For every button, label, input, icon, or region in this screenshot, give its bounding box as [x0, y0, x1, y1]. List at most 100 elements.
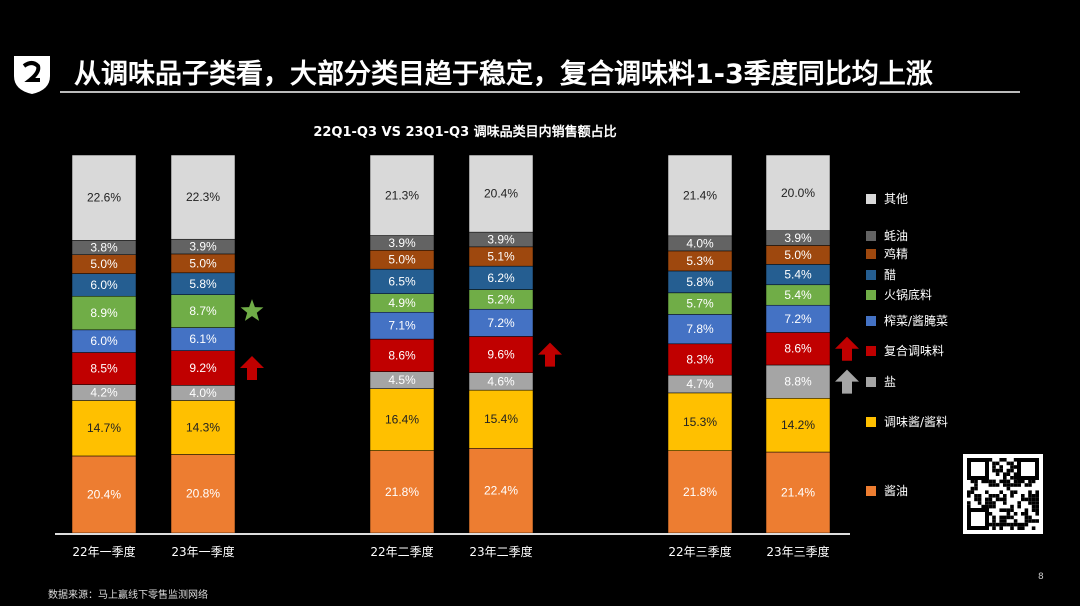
bar-segment [170, 400, 236, 455]
bar-segment [170, 350, 236, 386]
data-label: 3.9% [784, 231, 812, 245]
legend-swatch [866, 486, 876, 496]
data-label: 5.0% [388, 253, 416, 267]
data-label: 7.2% [487, 316, 515, 330]
data-label: 9.6% [487, 348, 515, 362]
bar-segment [667, 392, 733, 451]
legend-label: 火锅底料 [884, 287, 932, 302]
data-label: 6.5% [388, 274, 416, 288]
data-label: 7.2% [784, 312, 812, 326]
data-label: 4.5% [388, 373, 416, 387]
data-label: 5.3% [686, 254, 714, 268]
legend-swatch [866, 377, 876, 387]
data-label: 20.4% [87, 487, 121, 501]
bar-segment [765, 451, 831, 534]
bar-segment [71, 352, 137, 385]
data-label: 8.3% [686, 352, 714, 366]
up-arrow-icon [835, 369, 859, 394]
data-label: 20.8% [186, 487, 220, 501]
bar-segment [170, 294, 236, 328]
star-icon [240, 299, 264, 321]
data-label: 6.0% [90, 334, 118, 348]
bar-segment [369, 338, 435, 372]
up-arrow-icon [835, 336, 859, 361]
data-label: 14.7% [87, 421, 121, 435]
data-label: 8.8% [784, 375, 812, 389]
data-label: 8.6% [388, 348, 416, 362]
data-label: 5.4% [784, 288, 812, 302]
data-label: 6.0% [90, 278, 118, 292]
legend-label: 复合调味料 [884, 343, 944, 358]
data-label: 5.1% [487, 249, 515, 263]
bar-segment [765, 398, 831, 453]
data-label: 4.6% [487, 374, 515, 388]
legend-label: 酱油 [884, 483, 908, 498]
data-label: 5.4% [784, 268, 812, 282]
data-label: 20.0% [781, 186, 815, 200]
x-tick-label: 22年二季度 [370, 544, 433, 559]
data-label: 5.0% [90, 257, 118, 271]
legend-swatch [866, 346, 876, 356]
x-tick-label: 23年二季度 [469, 544, 532, 559]
bar-segment [170, 454, 236, 534]
data-label: 4.7% [686, 377, 714, 391]
data-label: 21.3% [385, 188, 419, 202]
data-label: 16.4% [385, 413, 419, 427]
title-divider [60, 91, 1020, 93]
data-label: 4.2% [90, 386, 118, 400]
data-label: 21.4% [781, 486, 815, 500]
bar-segment [369, 154, 435, 236]
legend-label: 蚝油 [884, 229, 908, 243]
data-label: 9.2% [189, 361, 217, 375]
chart-title: 22Q1-Q3 VS 23Q1-Q3 调味品类目内销售额占比 [313, 125, 617, 140]
bar-segment [369, 388, 435, 451]
qr-code [963, 454, 1043, 534]
data-label: 8.5% [90, 362, 118, 376]
data-label: 5.0% [784, 248, 812, 262]
page-number: 8 [1038, 572, 1044, 582]
data-label: 5.0% [189, 256, 217, 270]
bar-segment [468, 389, 534, 449]
x-tick-label: 23年一季度 [171, 544, 234, 559]
bar-segment [468, 308, 534, 337]
data-label: 4.9% [388, 296, 416, 310]
data-label: 3.9% [487, 232, 515, 246]
legend-swatch [866, 249, 876, 259]
legend-label: 醋 [884, 267, 896, 282]
bar-segment [468, 154, 534, 233]
bar-segment [667, 450, 733, 534]
data-label: 6.1% [189, 332, 217, 346]
bar-segment [667, 343, 733, 376]
up-arrow-icon [538, 342, 562, 367]
data-label: 8.7% [189, 304, 217, 318]
bar-segment [71, 455, 137, 534]
bar-segment [667, 154, 733, 237]
bar-segment [765, 154, 831, 231]
data-label: 21.8% [385, 485, 419, 499]
slide-title: 从调味品子类看，大部分类目趋于稳定，复合调味料1-3季度同比均上涨 [74, 59, 933, 90]
legend-label: 其他 [884, 192, 908, 206]
data-label: 7.1% [388, 319, 416, 333]
legend-swatch [866, 231, 876, 241]
legend-swatch [866, 194, 876, 204]
data-label: 3.8% [90, 241, 118, 255]
data-label: 5.8% [189, 277, 217, 291]
data-label: 22.3% [186, 190, 220, 204]
legend-label: 榨菜/酱腌菜 [884, 313, 948, 328]
data-label: 5.8% [686, 275, 714, 289]
data-label: 14.2% [781, 418, 815, 432]
data-source-note: 数据来源：马上赢线下零售监测网络 [48, 590, 208, 601]
data-label: 7.8% [686, 322, 714, 336]
bar-segment [369, 268, 435, 294]
up-arrow-icon [240, 355, 264, 380]
legend-label: 鸡精 [884, 246, 908, 261]
data-label: 8.9% [90, 306, 118, 320]
data-label: 3.9% [189, 240, 217, 254]
legend-swatch [866, 270, 876, 280]
data-label: 6.2% [487, 271, 515, 285]
data-label: 21.8% [683, 485, 717, 499]
bar-segment [765, 332, 831, 366]
legend-label: 调味酱/酱料 [884, 414, 948, 429]
data-label: 14.3% [186, 420, 220, 434]
bar-segment [170, 154, 236, 240]
